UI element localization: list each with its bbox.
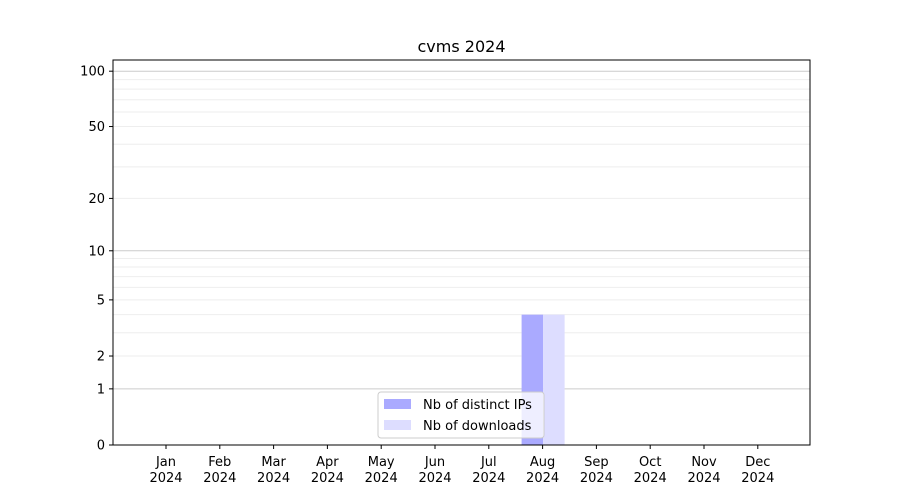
- y-tick-label: 5: [97, 293, 105, 308]
- x-tick-label: Nov 2024: [687, 455, 720, 486]
- y-tick-label: 20: [88, 192, 105, 207]
- chart-title: cvms 2024: [418, 37, 506, 56]
- x-tick-label: Jul 2024: [472, 455, 505, 486]
- x-tick-label: Jan 2024: [149, 455, 182, 486]
- x-tick-label: Dec 2024: [741, 455, 774, 486]
- legend: Nb of distinct IPs Nb of downloads: [377, 391, 545, 439]
- bar-nb-of-downloads: [543, 314, 565, 445]
- plot-frame: [112, 59, 811, 446]
- x-tick-label: Feb 2024: [203, 455, 236, 486]
- y-tick-label: 2: [97, 350, 105, 365]
- y-tick-label: 100: [80, 65, 105, 80]
- x-tick-label: Sep 2024: [580, 455, 613, 486]
- legend-swatch: [384, 399, 411, 409]
- x-tick-label: May 2024: [365, 455, 398, 486]
- x-tick-label: Mar 2024: [257, 455, 290, 486]
- x-tick-label: Apr 2024: [311, 455, 344, 486]
- x-tick-label: Jun 2024: [418, 455, 451, 486]
- y-tick-label: 0: [97, 439, 105, 454]
- x-tick-label: Aug 2024: [526, 455, 559, 486]
- legend-label: Nb of downloads: [423, 419, 532, 434]
- legend-swatch: [384, 420, 411, 430]
- x-tick-label: Oct 2024: [634, 455, 667, 486]
- y-tick-label: 10: [88, 244, 105, 259]
- legend-label: Nb of distinct IPs: [423, 398, 532, 413]
- y-tick-label: 50: [88, 120, 105, 135]
- y-tick-label: 1: [97, 382, 105, 397]
